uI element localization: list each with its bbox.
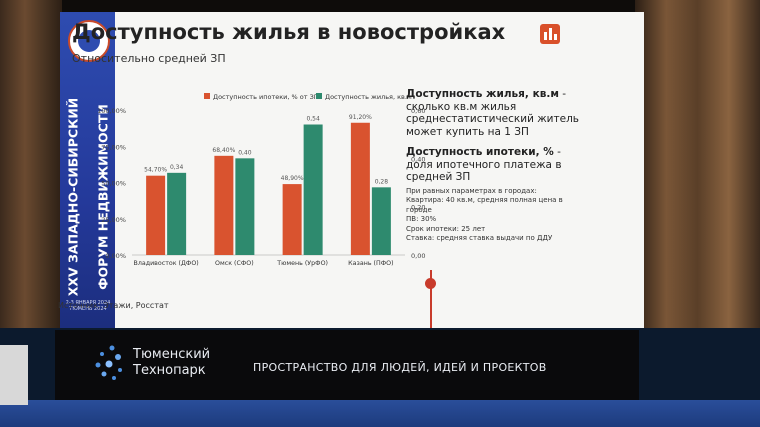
bar bbox=[350, 122, 370, 255]
forum-side-band: XXV ЗАПАДНО-СИБИРСКИЙ ФОРУМ НЕДВИЖИМОСТИ … bbox=[60, 12, 115, 328]
source-note: Источник: Этажи, Росстат bbox=[58, 301, 169, 310]
data-label: 54,70% bbox=[144, 167, 167, 174]
data-label: 91,20% bbox=[349, 114, 372, 121]
category-label: Владивосток (ДФО) bbox=[134, 260, 199, 267]
bar-chart-icon bbox=[540, 24, 560, 44]
microphone-head bbox=[425, 278, 436, 289]
technopark-name-line2: Технопарк bbox=[133, 363, 206, 378]
technopark-slogan: ПРОСТРАНСТВО ДЛЯ ЛЮДЕЙ, ИДЕЙ И ПРОЕКТОВ bbox=[253, 361, 547, 374]
bar bbox=[282, 184, 302, 255]
y-right-tick-label: 0,20 bbox=[411, 204, 425, 212]
params-list: При равных параметрах в городах: Квартир… bbox=[406, 187, 582, 244]
data-label: 48,90% bbox=[281, 175, 304, 182]
bar bbox=[303, 124, 323, 255]
forum-date-line2: ТЮМЕНЬ 2024 bbox=[69, 306, 107, 312]
forum-emblem-icon bbox=[68, 20, 110, 62]
y-left-tick-label: 75,00% bbox=[101, 143, 126, 151]
data-label: 68,40% bbox=[212, 147, 235, 154]
category-label: Тюмень (УрФО) bbox=[276, 260, 328, 267]
y-left-tick-label: 50,00% bbox=[101, 180, 126, 188]
params-line: Ставка: средняя ставка выдачи по ДДУ bbox=[406, 234, 553, 242]
params-line: ПВ: 30% bbox=[406, 215, 437, 223]
data-label: 0,54 bbox=[306, 116, 320, 123]
housing-term: Доступность жилья, кв.м bbox=[406, 88, 559, 100]
legend-swatch bbox=[316, 93, 322, 99]
technopark-name-line1: Тюменский bbox=[133, 347, 211, 362]
y-left-tick-label: 0,00% bbox=[105, 252, 126, 260]
slide-title: Доступность жилья в новостройках bbox=[72, 20, 506, 44]
y-left-tick-label: 25,00% bbox=[101, 216, 126, 224]
forum-date: 2-3 ЯНВАРЯ 2024 ТЮМЕНЬ 2024 bbox=[63, 300, 113, 312]
params-line: При равных параметрах в городах: bbox=[406, 186, 537, 195]
bar-chart: 0,00% 25,00% 50,00% 75,00% 100,00% 0,00 0,20 0,… bbox=[97, 93, 425, 267]
info-panel: Доступность жилья, кв.м - сколько кв.м ж… bbox=[406, 88, 582, 244]
params-line: Срок ипотеки: 25 лет bbox=[406, 224, 486, 233]
stage-floor bbox=[0, 400, 760, 427]
bar bbox=[214, 155, 234, 255]
mortgage-definition: Доступность ипотеки, % - доля ипотечного… bbox=[406, 146, 582, 184]
category-label: Омск (СФО) bbox=[215, 260, 254, 267]
y-left-tick-label: 100,00% bbox=[97, 107, 126, 115]
dots-sphere-icon bbox=[95, 345, 122, 380]
legend-swatch bbox=[204, 93, 210, 99]
slide-subtitle: Относительно средней ЗП bbox=[72, 52, 226, 65]
data-label: 0,40 bbox=[238, 149, 252, 156]
bar bbox=[235, 158, 255, 255]
housing-definition: Доступность жилья, кв.м - сколько кв.м ж… bbox=[406, 88, 582, 138]
housing-description: - сколько кв.м жилья среднестатистически… bbox=[406, 88, 579, 138]
bar bbox=[167, 172, 187, 255]
technopark-name: Тюменский Технопарк bbox=[133, 347, 210, 379]
data-label: 0,34 bbox=[170, 164, 184, 171]
y-right-tick-label: 0,60 bbox=[411, 107, 425, 115]
category-label: Казань (ПФО) bbox=[348, 260, 393, 267]
legend-label: Доступность жилья, кв.м bbox=[325, 93, 412, 101]
data-label: 0,28 bbox=[375, 178, 389, 185]
y-right-tick-label: 0,00 bbox=[411, 252, 425, 260]
bar bbox=[371, 187, 391, 255]
y-right-tick-label: 0,40 bbox=[411, 155, 425, 163]
mortgage-description: - доля ипотечного платежа в средней ЗП bbox=[406, 146, 562, 183]
projection-screen: XXV ЗАПАДНО-СИБИРСКИЙ ФОРУМ НЕДВИЖИМОСТИ … bbox=[60, 12, 644, 328]
mortgage-term: Доступность ипотеки, % bbox=[406, 146, 554, 158]
podium bbox=[0, 345, 28, 405]
technopark-banner bbox=[55, 330, 639, 400]
legend-label: Доступность ипотеки, % от ЗП bbox=[213, 93, 319, 101]
microphone-stand bbox=[430, 270, 432, 328]
ceiling bbox=[55, 0, 645, 12]
bar bbox=[146, 175, 166, 255]
forum-date-line1: 2-3 ЯНВАРЯ 2024 bbox=[65, 300, 111, 306]
params-line: Квартира: 40 кв.м, средняя полная цена в… bbox=[406, 196, 563, 214]
